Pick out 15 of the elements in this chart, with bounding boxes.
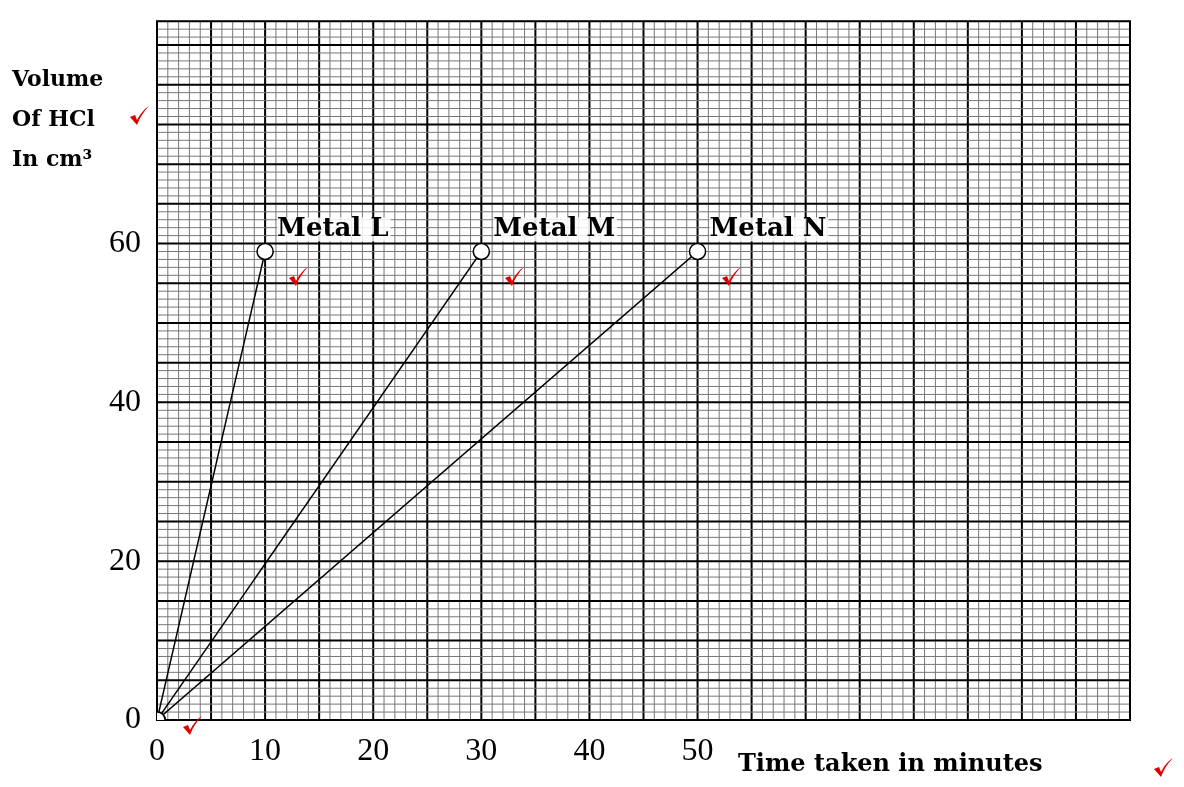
x-tick-label: 0 — [149, 730, 165, 767]
series-label: Metal N — [709, 212, 827, 243]
x-tick-label: 20 — [357, 730, 390, 767]
y-axis-title: Volume Of HCl In cm³ — [12, 64, 105, 173]
y-tick-label: 60 — [109, 222, 141, 259]
x-tick-label: 40 — [573, 730, 606, 767]
y-tick-label: 20 — [109, 540, 141, 577]
x-tick-label: 50 — [681, 730, 714, 767]
x-axis-title: Time taken in minutes — [738, 748, 1043, 777]
series-label: Metal L — [277, 212, 389, 243]
y-tick-label: 0 — [125, 699, 141, 736]
series-label: Metal M — [493, 212, 616, 243]
x-tick-label: 10 — [249, 730, 282, 767]
x-tick-label: 30 — [465, 730, 498, 767]
y-tick-label: 40 — [109, 381, 141, 418]
